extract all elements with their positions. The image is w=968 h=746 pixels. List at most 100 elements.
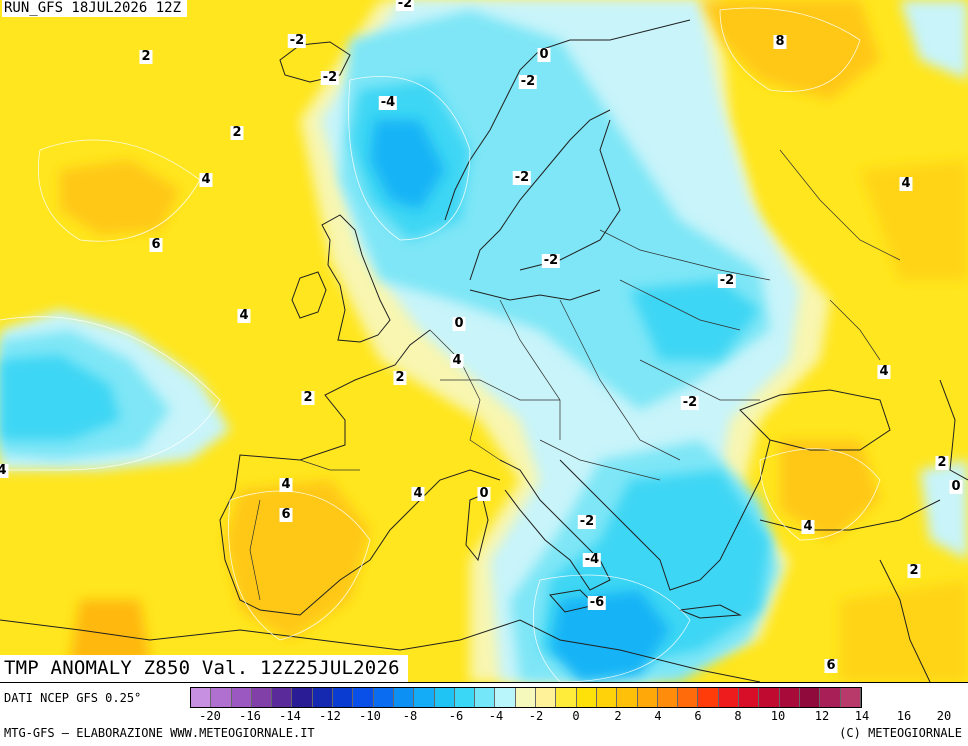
colorbar-tick-label: 8 [734,709,742,723]
contour-label: 2 [393,370,407,385]
colorbar-tick-label: -10 [359,709,381,723]
colorbar-tick-label: -12 [319,709,341,723]
colorbar-swatch [475,688,496,707]
contour-label: -2 [577,514,597,529]
colorbar-swatch [312,688,334,707]
colorbar-swatch [596,688,618,707]
contour-label: 6 [149,237,163,252]
colorbar-swatch [211,688,232,707]
colorbar-swatch [718,688,740,707]
colorbar-tick-label: -6 [448,709,464,723]
contour-label: 4 [877,364,891,379]
colorbar-tick-label: 2 [614,709,622,723]
colorbar-swatch [799,688,821,707]
contour-label: 0 [452,316,466,331]
colorbar-swatch [333,688,354,707]
map-canvas [0,0,968,682]
colorbar-swatch [434,688,455,707]
contour-label: -4 [582,552,602,567]
colorbar-ticks: -20 -16 -14 -12 -10 -8 -6 -4 -2 0 2 4 6 8 10 12 14 16 20 [190,709,966,725]
contour-label: 2 [230,125,244,140]
colorbar-swatch [353,688,374,707]
colorbar-tick-label: 0 [572,709,580,723]
contour-label: 4 [450,353,464,368]
colorbar-swatch [191,688,212,707]
colorbar-swatch [292,688,313,707]
contour-label: -2 [680,395,700,410]
colorbar-tick-label: 14 [854,709,870,723]
contour-label: -2 [717,273,737,288]
colorbar-tick-label: -2 [528,709,544,723]
contour-label: 0 [537,47,551,62]
colorbar-swatch [759,688,780,707]
contour-label: 0 [477,486,491,501]
colorbar-tick-label: -8 [402,709,418,723]
colorbar-tick-label: 20 [936,709,952,723]
data-source: DATI NCEP GFS 0.25° [4,691,142,705]
colorbar-tick-label: -16 [239,709,261,723]
colorbar-swatch [231,688,252,707]
colorbar-swatch [515,688,537,707]
credit-right: (C) METEOGIORNALE [839,726,962,740]
isotherms [0,7,881,682]
contour-label: 2 [301,390,315,405]
contour-label: 8 [773,34,787,49]
contour-label: 2 [935,455,949,470]
colorbar-tick-label: 4 [654,709,662,723]
colorbar-tick-label: -20 [199,709,221,723]
colorbar-swatch [739,688,760,707]
colorbar-tick-label: 6 [694,709,702,723]
contour-label: 4 [899,176,913,191]
colorbar-swatch [454,688,476,707]
colorbar-swatch [373,688,394,707]
colorbar-swatch [536,688,557,707]
contour-label: -6 [587,595,607,610]
colorbar-swatch [698,688,719,707]
contour-label: 0 [949,479,963,494]
colorbar-swatch [576,688,597,707]
contour-label: 2 [139,49,153,64]
colorbar-tick-label: 12 [814,709,830,723]
contour-label: -2 [541,253,561,268]
colorbar-swatch [251,688,273,707]
contour-label: -2 [512,170,532,185]
contour-label: 6 [824,658,838,673]
temperature-anomaly-map: -2 -2 -2 -4 0 -2 8 2 2 4 6 4 -2 -2 4 0 4 -2 2 2 -2 4 4 6 4 0 -2 -4 -… [0,0,968,682]
colorbar-swatch [637,688,658,707]
contour-label: -2 [320,70,340,85]
colorbar-tick-label: 16 [896,709,912,723]
colorbar-swatch [495,688,516,707]
colorbar-swatch [393,688,415,707]
contour-label: 4 [279,477,293,492]
contour-label: 4 [0,464,9,478]
colorbar-swatch [678,688,699,707]
contour-label: -2 [518,74,538,89]
legend-footer: DATI NCEP GFS 0.25° -20 -16 -14 -12 -10 -8 -6-… [0,682,968,746]
colorbar-swatch [657,688,679,707]
anomaly-field [0,0,968,682]
colorbar-swatch [617,688,638,707]
colorbar-tick-label: 10 [770,709,786,723]
colorbar [190,687,862,708]
contour-label: 2 [907,563,921,578]
contour-label: -2 [395,0,415,11]
coastlines [0,19,968,682]
map-title: TMP ANOMALY Z850 Val. 12Z25JUL2026 [0,655,408,682]
credit-left: MTG-GFS – ELABORAZIONE WWW.METEOGIORNALE… [4,726,315,740]
run-label: RUN_GFS 18JUL2026 12Z [2,0,188,17]
contour-label: 4 [801,519,815,534]
borders [249,149,901,601]
contour-label: -4 [378,95,398,110]
colorbar-swatch [272,688,293,707]
colorbar-tick-label: -14 [279,709,301,723]
colorbar-swatch [414,688,435,707]
colorbar-swatch [556,688,577,707]
contour-label: 6 [279,507,293,522]
colorbar-swatch [840,688,861,707]
colorbar-swatch [820,688,841,707]
contour-label: 4 [199,172,213,187]
colorbar-tick-label: -4 [488,709,504,723]
colorbar-swatch [779,688,800,707]
contour-label: -2 [287,33,307,48]
contour-label: 4 [237,308,251,323]
